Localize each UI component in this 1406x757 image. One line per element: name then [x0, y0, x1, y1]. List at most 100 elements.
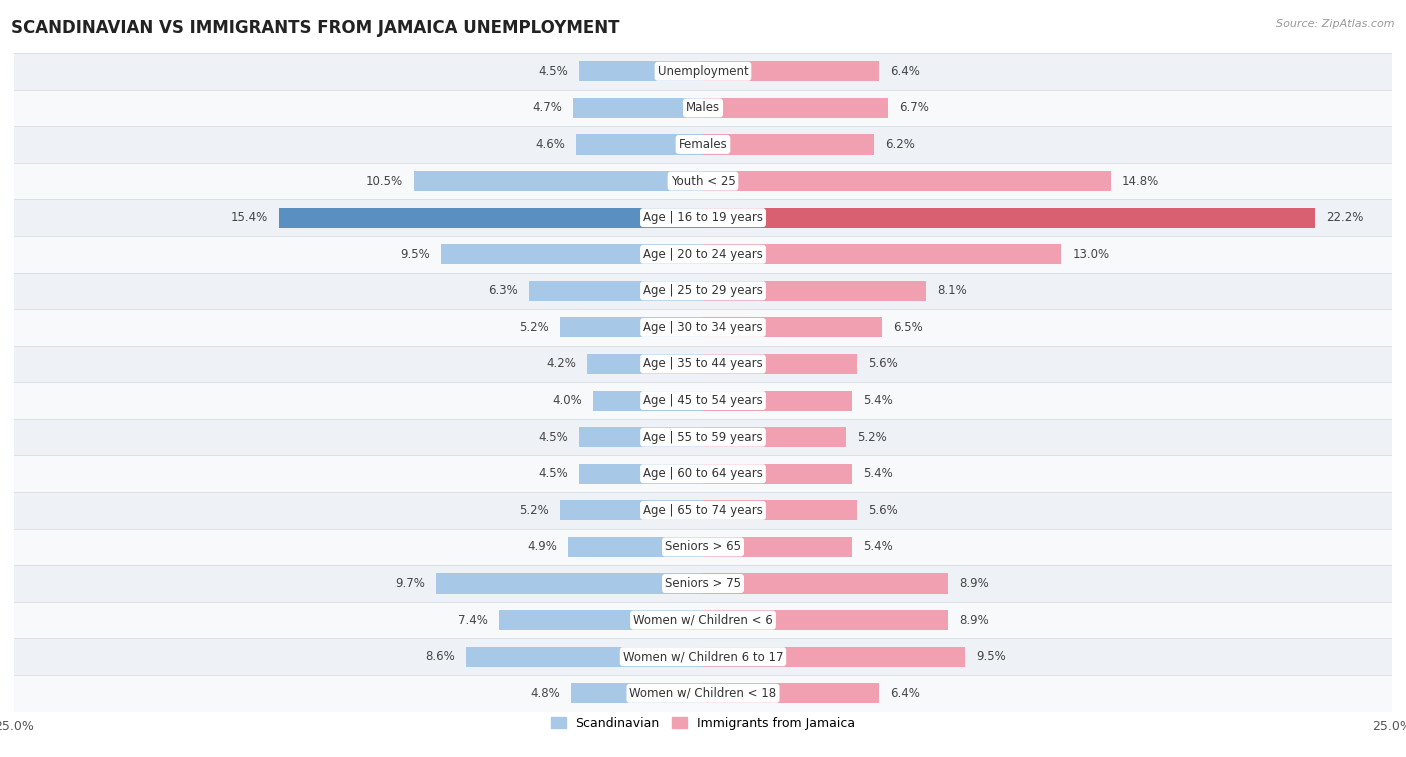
Bar — [560, 317, 703, 338]
Text: 6.4%: 6.4% — [890, 687, 921, 699]
Bar — [703, 646, 965, 667]
Text: 5.2%: 5.2% — [858, 431, 887, 444]
Text: Age | 65 to 74 years: Age | 65 to 74 years — [643, 504, 763, 517]
Bar — [588, 354, 703, 374]
Text: 4.9%: 4.9% — [527, 540, 557, 553]
Text: 8.6%: 8.6% — [425, 650, 456, 663]
Text: Women w/ Children < 18: Women w/ Children < 18 — [630, 687, 776, 699]
Text: SCANDINAVIAN VS IMMIGRANTS FROM JAMAICA UNEMPLOYMENT: SCANDINAVIAN VS IMMIGRANTS FROM JAMAICA … — [11, 19, 620, 37]
Text: 8.9%: 8.9% — [959, 577, 988, 590]
Text: Unemployment: Unemployment — [658, 65, 748, 78]
Text: 15.4%: 15.4% — [231, 211, 267, 224]
Text: 5.4%: 5.4% — [863, 467, 893, 480]
Bar — [703, 171, 1111, 191]
Bar — [436, 574, 703, 593]
Bar — [703, 391, 852, 410]
Bar — [14, 346, 1392, 382]
Text: 6.5%: 6.5% — [893, 321, 922, 334]
Bar — [14, 309, 1392, 346]
Bar — [703, 464, 852, 484]
Bar — [703, 574, 948, 593]
Bar — [571, 684, 703, 703]
Bar — [278, 207, 703, 228]
Bar — [593, 391, 703, 410]
Bar — [14, 419, 1392, 456]
Text: Females: Females — [679, 138, 727, 151]
Bar — [14, 89, 1392, 126]
Bar — [499, 610, 703, 630]
Text: 4.2%: 4.2% — [547, 357, 576, 370]
Bar — [14, 638, 1392, 675]
Bar — [574, 98, 703, 118]
Bar — [14, 126, 1392, 163]
Text: 4.5%: 4.5% — [538, 431, 568, 444]
Legend: Scandinavian, Immigrants from Jamaica: Scandinavian, Immigrants from Jamaica — [546, 712, 860, 735]
Text: 4.8%: 4.8% — [530, 687, 560, 699]
Text: Age | 16 to 19 years: Age | 16 to 19 years — [643, 211, 763, 224]
Text: Youth < 25: Youth < 25 — [671, 175, 735, 188]
Text: 9.7%: 9.7% — [395, 577, 425, 590]
Bar — [579, 464, 703, 484]
Bar — [14, 163, 1392, 199]
Text: 5.2%: 5.2% — [519, 321, 548, 334]
Text: 6.3%: 6.3% — [489, 285, 519, 298]
Text: 5.6%: 5.6% — [869, 504, 898, 517]
Bar — [576, 135, 703, 154]
Bar — [530, 281, 703, 301]
Bar — [14, 602, 1392, 638]
Text: Age | 60 to 64 years: Age | 60 to 64 years — [643, 467, 763, 480]
Bar — [568, 537, 703, 557]
Text: Women w/ Children < 6: Women w/ Children < 6 — [633, 614, 773, 627]
Text: 5.4%: 5.4% — [863, 394, 893, 407]
Text: 7.4%: 7.4% — [458, 614, 488, 627]
Text: 4.6%: 4.6% — [536, 138, 565, 151]
Text: 10.5%: 10.5% — [366, 175, 402, 188]
Text: 5.2%: 5.2% — [519, 504, 548, 517]
Text: 9.5%: 9.5% — [401, 248, 430, 260]
Bar — [703, 281, 927, 301]
Text: 6.7%: 6.7% — [898, 101, 928, 114]
Text: 5.4%: 5.4% — [863, 540, 893, 553]
Text: 4.5%: 4.5% — [538, 65, 568, 78]
Bar — [703, 354, 858, 374]
Text: Age | 20 to 24 years: Age | 20 to 24 years — [643, 248, 763, 260]
Text: 6.2%: 6.2% — [884, 138, 915, 151]
Text: Seniors > 65: Seniors > 65 — [665, 540, 741, 553]
Text: Women w/ Children 6 to 17: Women w/ Children 6 to 17 — [623, 650, 783, 663]
Bar — [14, 273, 1392, 309]
Text: Males: Males — [686, 101, 720, 114]
Text: Age | 25 to 29 years: Age | 25 to 29 years — [643, 285, 763, 298]
Bar — [703, 537, 852, 557]
Bar — [441, 245, 703, 264]
Text: 14.8%: 14.8% — [1122, 175, 1159, 188]
Text: 8.1%: 8.1% — [938, 285, 967, 298]
Text: Age | 35 to 44 years: Age | 35 to 44 years — [643, 357, 763, 370]
Text: 4.7%: 4.7% — [533, 101, 562, 114]
Bar — [14, 236, 1392, 273]
Text: Seniors > 75: Seniors > 75 — [665, 577, 741, 590]
Bar — [14, 199, 1392, 236]
Bar — [14, 492, 1392, 528]
Text: Age | 45 to 54 years: Age | 45 to 54 years — [643, 394, 763, 407]
Bar — [703, 98, 887, 118]
Text: Age | 55 to 59 years: Age | 55 to 59 years — [643, 431, 763, 444]
Bar — [579, 61, 703, 81]
Bar — [703, 684, 879, 703]
Bar — [14, 456, 1392, 492]
Bar — [560, 500, 703, 520]
Bar — [703, 207, 1315, 228]
Bar — [703, 245, 1062, 264]
Text: 13.0%: 13.0% — [1073, 248, 1109, 260]
Bar — [703, 317, 882, 338]
Bar — [413, 171, 703, 191]
Bar — [14, 565, 1392, 602]
Bar — [703, 610, 948, 630]
Bar — [703, 427, 846, 447]
Bar — [703, 135, 875, 154]
Text: 8.9%: 8.9% — [959, 614, 988, 627]
Bar — [14, 53, 1392, 89]
Text: 4.5%: 4.5% — [538, 467, 568, 480]
Bar — [465, 646, 703, 667]
Text: 4.0%: 4.0% — [553, 394, 582, 407]
Bar — [703, 61, 879, 81]
